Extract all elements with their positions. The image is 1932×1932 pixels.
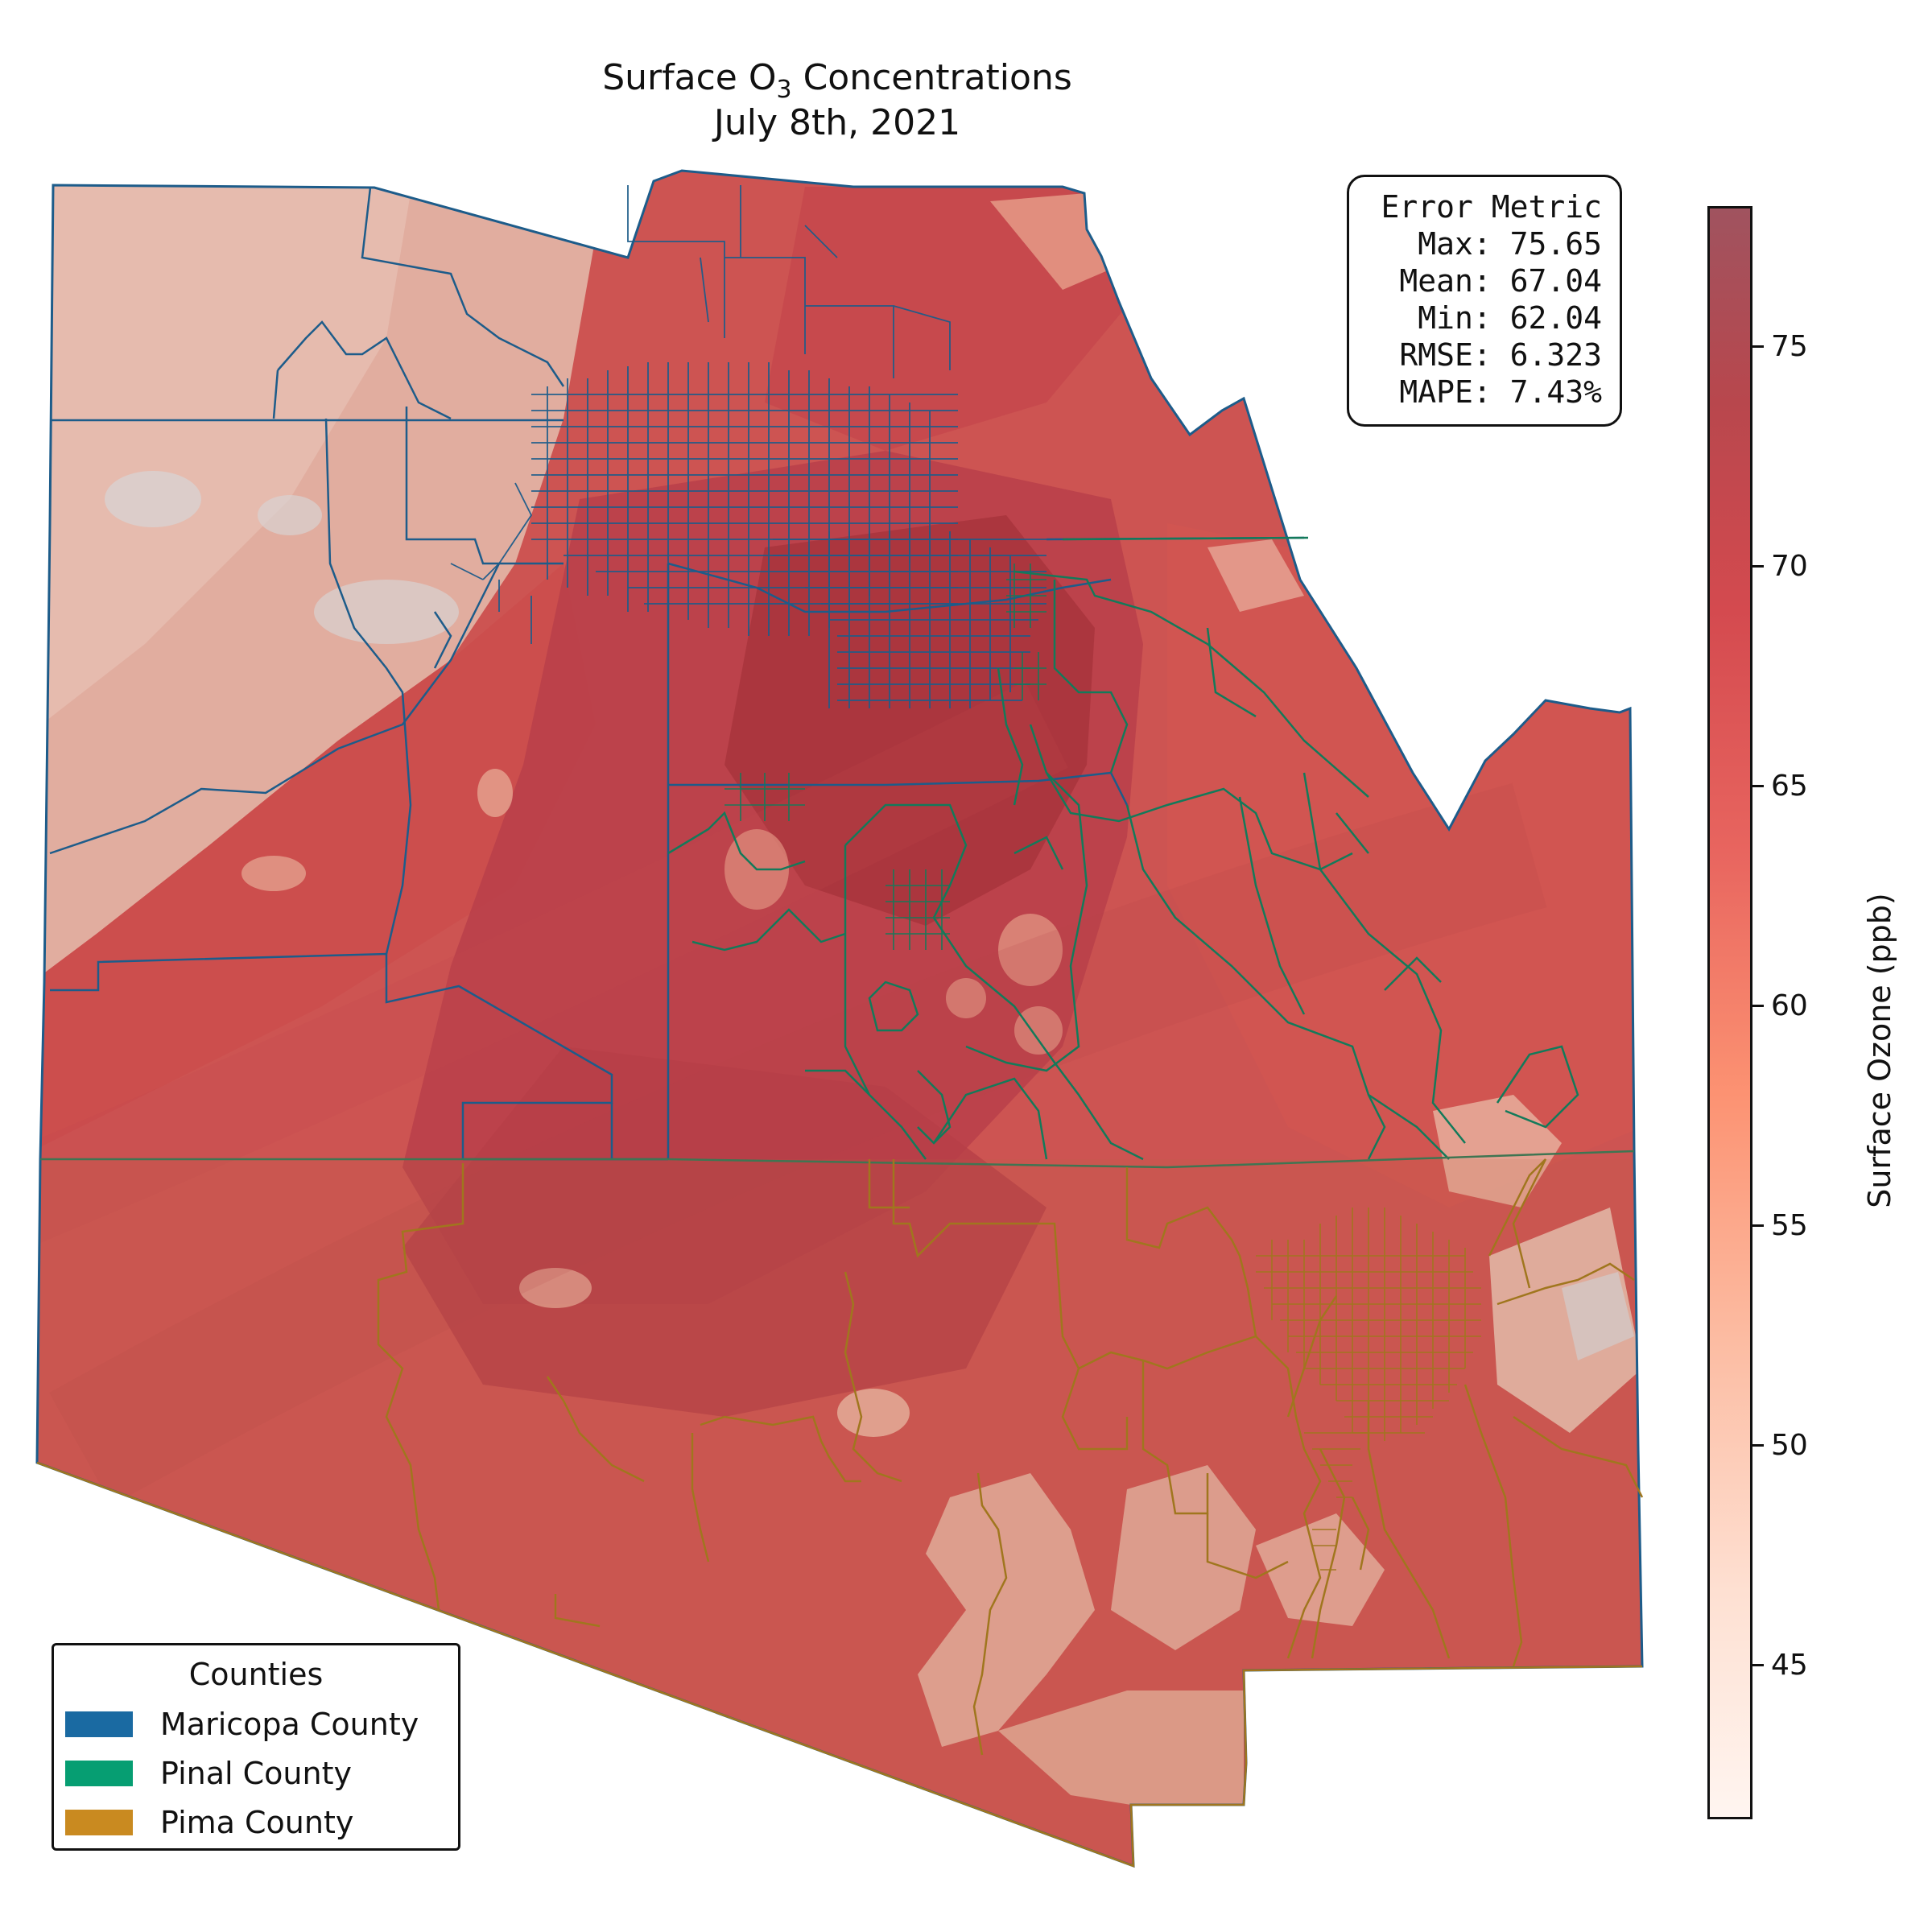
colorbar-tick-mark — [1752, 785, 1764, 788]
legend-item-pinal: Pinal County — [65, 1755, 352, 1792]
colorbar-tick-label: 45 — [1771, 1648, 1808, 1682]
legend-label-pinal: Pinal County — [160, 1756, 352, 1791]
legend-swatch-maricopa — [65, 1711, 133, 1737]
colorbar-tick-label: 50 — [1771, 1428, 1808, 1462]
colorbar-tick-mark — [1752, 1224, 1764, 1228]
legend-label-pima: Pima County — [160, 1805, 354, 1840]
error-metric-mape: MAPE: 7.43% — [1381, 374, 1602, 410]
title-subscript: 3 — [776, 75, 792, 104]
ozone-colorbar — [1707, 206, 1752, 1819]
pinal-boundaries — [667, 536, 1579, 1161]
error-metric-min: Min: 62.04 — [1381, 300, 1602, 336]
colorbar-tick-mark — [1752, 1005, 1764, 1008]
colorbar-tick-mark — [1752, 565, 1764, 568]
legend-title: Counties — [188, 1657, 324, 1692]
error-metric-box: Error Metric Max: 75.65 Mean: 67.04 Min:… — [1347, 175, 1622, 427]
legend-label-maricopa: Maricopa County — [160, 1707, 419, 1742]
error-metric-mean: Mean: 67.04 — [1381, 263, 1602, 299]
map-subtitle: July 8th, 2021 — [713, 102, 961, 143]
colorbar-tick-mark — [1752, 1664, 1764, 1667]
error-metric-heading: Error Metric — [1381, 189, 1602, 225]
colorbar-tick-label: 65 — [1771, 769, 1808, 803]
colorbar-title: Surface Ozone (ppb) — [1862, 893, 1897, 1208]
title-suffix: Concentrations — [791, 57, 1072, 98]
colorbar-tick-label: 60 — [1771, 989, 1808, 1022]
legend-swatch-pima — [65, 1810, 133, 1835]
map-title: Surface O3 Concentrations — [515, 55, 1159, 114]
error-metric-rmse: RMSE: 6.323 — [1381, 337, 1602, 373]
colorbar-tick-mark — [1752, 345, 1764, 349]
error-metric-max: Max: 75.65 — [1381, 226, 1602, 262]
pima-boundaries — [36, 1158, 1644, 1868]
pinal-pima-divider — [40, 1150, 1635, 1169]
legend-item-maricopa: Maricopa County — [65, 1706, 419, 1743]
colorbar-tick-mark — [1752, 1444, 1764, 1447]
colorbar-tick-label: 75 — [1771, 329, 1808, 363]
legend-item-pima: Pima County — [65, 1804, 353, 1841]
legend-swatch-pinal — [65, 1761, 133, 1786]
colorbar-tick-label: 70 — [1771, 549, 1808, 583]
title-prefix: Surface O — [602, 57, 777, 98]
colorbar-tick-label: 55 — [1771, 1208, 1808, 1242]
county-legend: Counties Maricopa County Pinal County Pi… — [52, 1643, 460, 1851]
